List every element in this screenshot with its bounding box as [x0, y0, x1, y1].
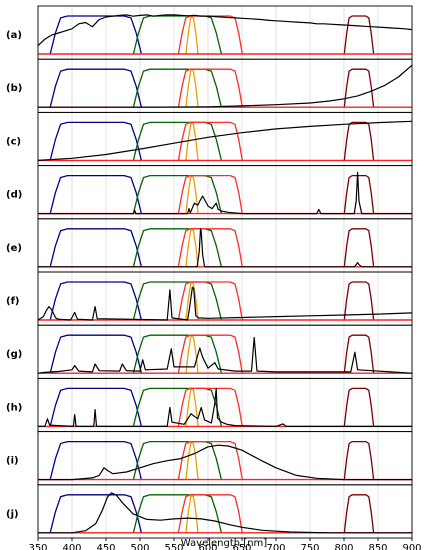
panel-label: (j)	[6, 509, 19, 520]
panel-h: (h)	[6, 377, 413, 433]
filter-curve	[185, 494, 199, 533]
panel-label: (h)	[6, 402, 22, 413]
filter-curve	[343, 121, 375, 161]
x-tick-label: 450	[96, 543, 115, 550]
panel-d: (d)	[6, 165, 413, 220]
filter-curve	[49, 440, 143, 480]
filter-curve	[343, 228, 375, 267]
spectrum-curve	[37, 120, 413, 161]
spectrum-curve	[38, 171, 412, 215]
x-tick-label: 850	[368, 543, 387, 550]
filter-curve	[132, 174, 223, 214]
filter-curve	[185, 440, 199, 480]
filter-curve	[343, 494, 375, 533]
filter-curve	[49, 15, 143, 55]
filter-curve	[185, 387, 199, 427]
spectrum-curve	[37, 14, 413, 47]
panel-g: (g)	[6, 324, 413, 379]
panel-label: (a)	[6, 30, 22, 41]
panel-label: (d)	[6, 190, 22, 201]
filter-curve	[132, 440, 223, 480]
x-tick-label: 700	[266, 543, 285, 550]
spectrum-curve	[38, 64, 413, 108]
filter-curve	[343, 387, 375, 427]
panel-label: (e)	[6, 243, 22, 254]
spectrum-curve	[38, 492, 412, 534]
panel-f: (f)	[6, 271, 413, 326]
filter-curve	[177, 228, 243, 267]
filter-curve	[132, 281, 223, 321]
filter-curve	[343, 281, 375, 321]
filter-curve	[132, 15, 223, 55]
filter-curve	[49, 334, 143, 374]
panel-a: (a)	[6, 5, 413, 60]
spectrum-panels: (a) (b) (c) (d) (e) (f) (g) (h) (i) (j)	[6, 5, 413, 539]
x-tick-label: 750	[300, 543, 319, 550]
panel-label: (i)	[6, 456, 19, 467]
panel-j: (j)	[6, 484, 413, 539]
filter-curve	[49, 68, 143, 108]
filter-curve	[185, 15, 199, 55]
panel-c: (c)	[6, 111, 413, 167]
x-axis: 350 400 450 500 550 600 650 700 750 800 850 900	[28, 538, 422, 550]
x-tick-label: 800	[334, 543, 353, 550]
panel-frame	[37, 218, 413, 273]
filter-curve	[49, 121, 143, 161]
x-tick-label: 600	[198, 543, 217, 550]
filter-curve	[49, 228, 143, 267]
spectrum-curve	[38, 444, 412, 481]
x-tick-label: 400	[62, 543, 81, 550]
filter-curve	[49, 281, 143, 321]
filter-curve	[132, 68, 223, 108]
filter-curve	[177, 281, 243, 321]
filter-curve	[49, 174, 143, 214]
filter-curve	[177, 334, 243, 374]
x-axis-title: Wavelength [nm]	[181, 538, 267, 549]
spectrum-curve	[37, 286, 413, 321]
filter-curve	[343, 68, 375, 108]
filter-curve	[177, 494, 243, 533]
filter-curve	[132, 228, 223, 267]
panel-b: (b)	[6, 58, 413, 113]
x-tick-label: 500	[130, 543, 149, 550]
filter-curve	[343, 440, 375, 480]
panel-label: (c)	[6, 136, 21, 147]
filter-curve	[132, 334, 223, 374]
panel-frame	[37, 271, 413, 326]
filter-curve	[177, 440, 243, 480]
panel-i: (i)	[6, 431, 413, 486]
filter-curve	[185, 228, 199, 267]
x-tick-label: 650	[232, 543, 251, 550]
filter-curve	[343, 174, 375, 214]
filter-curve	[177, 174, 243, 214]
panel-label: (g)	[6, 349, 22, 360]
panel-frame	[37, 165, 413, 220]
filter-curve	[132, 387, 223, 427]
filter-curve	[49, 387, 143, 427]
filter-curve	[49, 494, 143, 533]
filter-curve	[132, 121, 223, 161]
panel-label: (b)	[6, 83, 22, 94]
x-tick-label: 350	[28, 543, 47, 550]
filter-curve	[343, 334, 375, 374]
spectrum-curve	[38, 228, 412, 268]
filter-curve	[343, 15, 375, 55]
filter-curve	[185, 68, 199, 108]
filter-curve	[177, 387, 243, 427]
spectrum-curve	[38, 388, 412, 427]
panel-frame	[37, 5, 413, 60]
x-tick-label: 900	[402, 543, 421, 550]
filter-curve	[132, 494, 223, 533]
spectrum-curve	[37, 336, 413, 374]
panel-e: (e)	[6, 218, 413, 273]
filter-curve	[177, 68, 243, 108]
panel-frame	[37, 111, 413, 167]
panel-label: (f)	[6, 296, 20, 307]
x-tick-label: 550	[164, 543, 183, 550]
panel-frame	[37, 58, 413, 113]
filter-curve	[177, 121, 243, 161]
panel-frame	[37, 484, 413, 539]
